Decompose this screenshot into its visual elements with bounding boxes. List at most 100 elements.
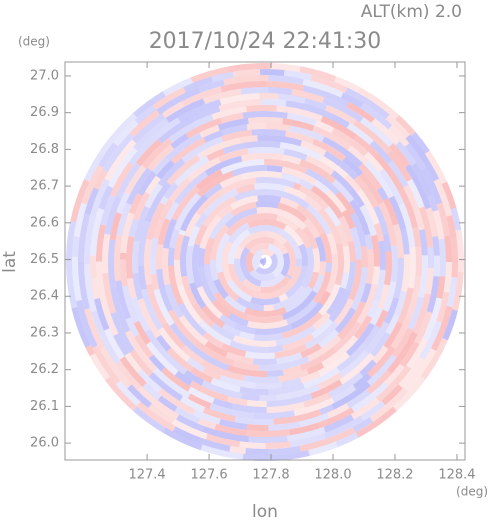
echo-texture [134,104,157,125]
echo-texture [180,194,209,232]
echo-texture [238,231,269,250]
echo-texture [234,189,278,202]
echo-texture [246,424,269,431]
echo-texture [194,340,235,367]
echo-texture [239,441,266,449]
echo-texture [235,183,256,195]
echo-texture [162,427,203,451]
x-tick-label: 127.4 [128,468,165,483]
echo-texture [419,320,442,360]
echo-texture [279,142,322,161]
echo-texture [247,319,289,329]
echo-texture [242,453,264,461]
echo-texture [190,367,214,384]
echo-texture [192,243,203,289]
echo-texture [281,290,318,321]
echo-texture [181,275,198,306]
echo-texture [442,309,458,341]
echo-texture [174,233,185,260]
echo-texture [334,243,344,286]
echo-texture [248,435,288,443]
echo-texture [81,164,104,205]
echo-texture [414,311,433,345]
echo-texture [202,367,222,381]
echo-texture [455,229,464,273]
echo-texture [251,129,287,137]
echo-texture [319,232,332,263]
echo-texture [432,210,445,240]
echo-texture [187,225,201,247]
echo-texture [166,347,194,373]
echo-texture [128,192,143,215]
echo-texture [272,239,289,255]
echo-texture [119,356,147,387]
echo-texture [138,265,147,291]
echo-texture [357,87,400,120]
echo-texture [241,171,283,180]
echo-texture [415,246,422,277]
echo-texture [100,194,116,226]
echo-texture [191,345,230,371]
echo-texture [137,298,162,339]
echo-texture [171,418,208,440]
echo-texture [289,433,327,448]
echo-texture [286,112,317,126]
echo-texture [150,257,157,275]
echo-texture [256,207,291,219]
echo-texture [441,181,457,210]
echo-texture [282,316,318,339]
echo-texture [263,304,275,311]
echo-texture [291,89,325,104]
echo-texture [273,409,322,425]
echo-texture [421,167,443,205]
echo-texture [398,189,419,229]
echo-texture [66,220,77,262]
echo-texture [128,218,139,238]
echo-texture [378,201,397,247]
echo-texture [360,282,372,304]
echo-texture [126,236,135,279]
echo-texture [240,87,269,95]
echo-texture [317,407,355,429]
echo-texture [326,232,338,255]
echo-texture [318,261,326,276]
echo-texture [171,185,200,221]
echo-texture [134,334,154,359]
echo-texture [382,281,397,312]
echo-texture [347,240,356,262]
echo-texture [157,218,171,245]
echo-texture [229,340,268,353]
echo-texture [228,312,249,327]
echo-texture [227,364,268,377]
echo-texture [360,400,386,421]
echo-texture [358,163,382,191]
echo-texture [133,205,150,242]
echo-texture [260,275,291,293]
echo-texture [145,181,172,223]
echo-texture [240,246,250,269]
echo-texture [116,202,132,236]
echo-texture [328,288,352,323]
echo-texture [199,214,222,250]
echo-texture [66,261,78,309]
echo-texture [436,202,451,237]
echo-texture [260,272,286,287]
echo-texture [129,109,160,138]
echo-texture [245,448,269,455]
echo-texture [312,274,325,294]
echo-texture [444,235,452,263]
echo-texture [298,178,315,191]
echo-texture [289,422,320,436]
echo-texture [312,271,332,304]
echo-texture [202,195,237,228]
echo-texture [353,315,373,340]
echo-texture [174,259,184,286]
echo-texture [318,207,342,245]
echo-texture [229,445,246,454]
echo-texture [174,171,209,205]
echo-texture [204,264,219,296]
echo-texture [102,133,134,173]
echo-texture [257,135,302,147]
echo-texture [285,299,318,325]
echo-texture [253,332,284,341]
